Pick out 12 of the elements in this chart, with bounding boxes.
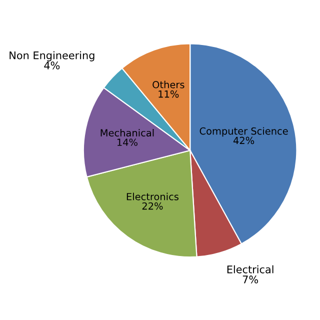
data-label: 22% [142, 202, 163, 210]
slice-label: Non Engineering [10, 51, 94, 62]
slice-label: Mechanical [100, 129, 154, 137]
slice-label: Electronics [126, 192, 178, 200]
data-label: 11% [158, 90, 179, 98]
data-label: 14% [117, 138, 138, 146]
data-label: 4% [44, 62, 60, 70]
slice-label: Computer Science [200, 127, 288, 137]
slice-label: Others [152, 80, 184, 88]
slice-label: Electrical [227, 265, 274, 274]
data-label: 42% [233, 136, 254, 144]
data-label: 7% [242, 276, 258, 284]
